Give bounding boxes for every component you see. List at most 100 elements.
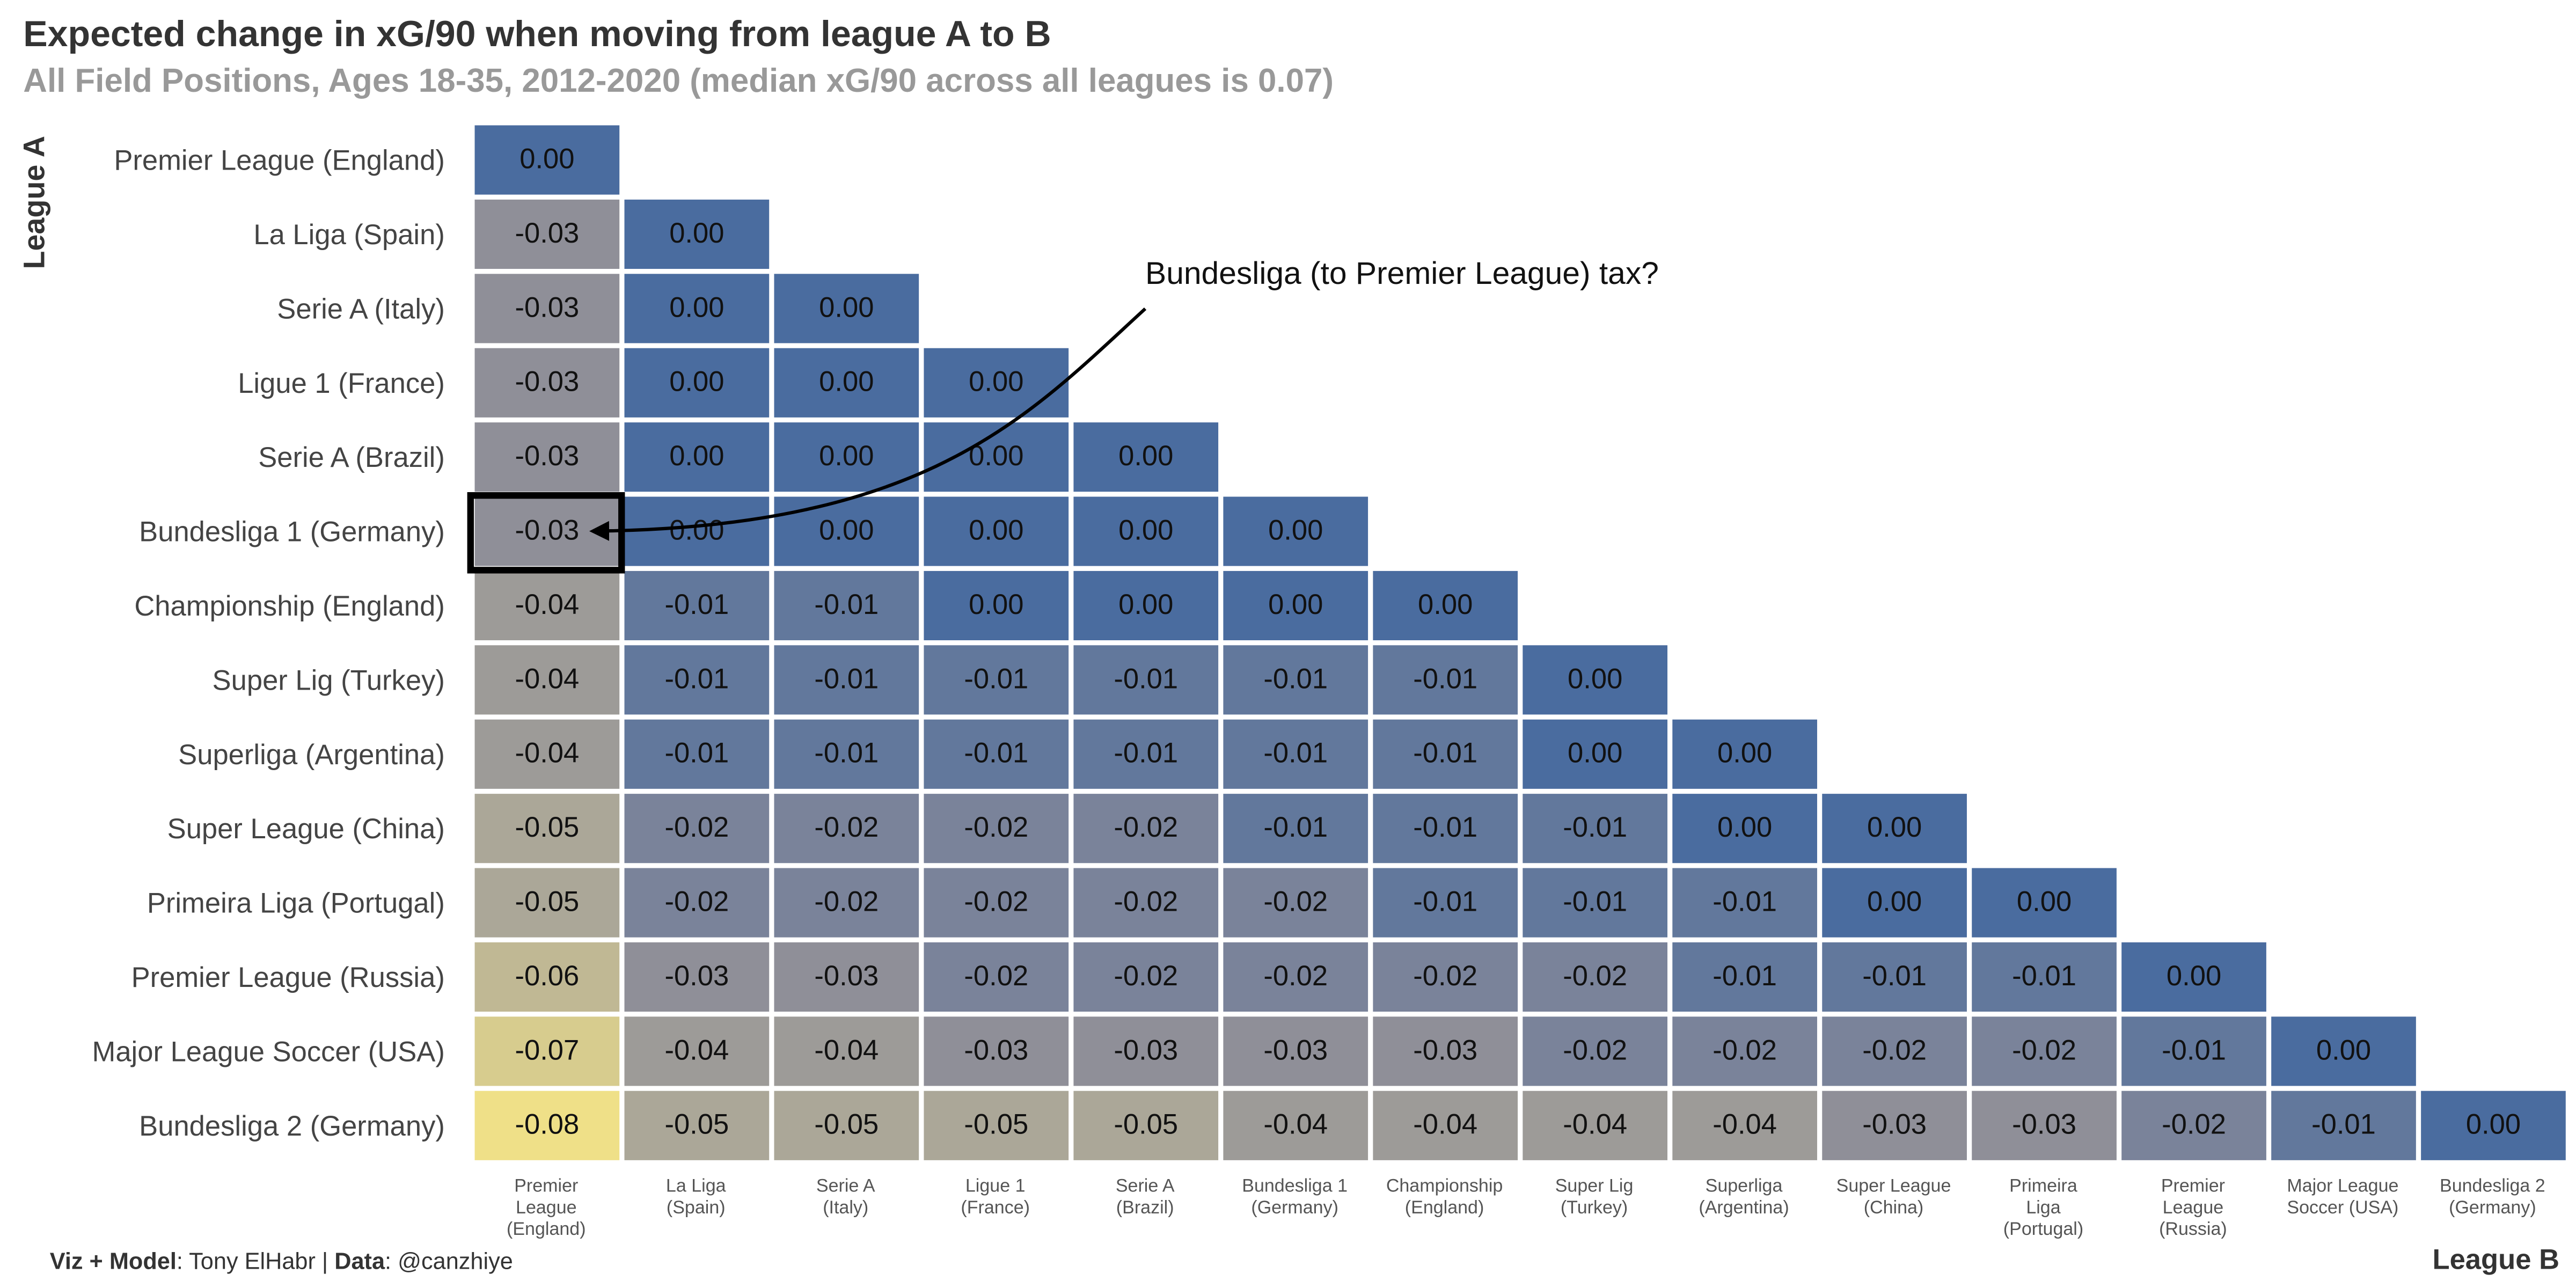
value-label: 0.00 [1717,737,1772,769]
heatmap-cell [624,719,770,789]
y-tick-label: Super League (China) [167,813,445,845]
value-label: -0.03 [515,366,579,398]
heatmap-cell [1822,794,1967,863]
heatmap-cell [924,496,1069,566]
value-label: -0.03 [814,960,879,992]
value-label: 0.00 [1568,737,1622,769]
heatmap-cell [1972,942,2117,1012]
y-tick-label: Primeira Liga (Portugal) [147,888,445,919]
value-label: 0.00 [1118,589,1173,620]
heatmap-cell [1523,645,1668,715]
heatmap-cell [1073,868,1219,938]
heatmap-cell [474,274,620,343]
heatmap-cell [1223,794,1368,863]
heatmap-cell [1223,496,1368,566]
x-tick-label-box: Primeira Liga (Portugal) [2003,1177,2083,1240]
x-tick-label: Championship (England) [1386,1176,1503,1219]
value-label: 0.00 [969,366,1023,398]
y-tick-label: La Liga (Spain) [253,219,444,251]
heatmap-cell [774,719,919,789]
value-label: -0.02 [664,886,729,918]
heatmap-cell [1373,794,1518,863]
value-label: -0.01 [814,663,879,694]
heatmap-cell [1073,496,1219,566]
heatmap-cell [1523,1016,1668,1086]
heatmap-cell [624,1016,770,1086]
value-label: -0.02 [1114,811,1178,843]
value-label: -0.03 [515,217,579,249]
heatmap-cell [774,496,919,566]
heatmap-cell [2121,942,2266,1012]
x-tick-label-box: La Liga (Spain) [666,1177,726,1218]
value-label: 0.00 [1867,886,1922,918]
value-label: -0.03 [1263,1034,1328,1066]
value-label: 0.00 [669,440,724,472]
x-tick-label-box: Super League (China) [1836,1177,1951,1218]
heatmap-cell [2271,1016,2416,1086]
value-label: 0.00 [2466,1109,2521,1140]
annotation: Bundesliga (to Premier League) tax? [1145,256,1659,291]
x-tick-label-box: Premier League (Russia) [2159,1177,2227,1240]
value-label: -0.02 [964,960,1028,992]
heatmap-cell [474,1016,620,1086]
heatmap-cell [1373,942,1518,1012]
heatmap-cell [1373,645,1518,715]
value-label: 0.00 [669,217,724,249]
value-label: 0.00 [2316,1034,2371,1066]
value-label: -0.04 [664,1034,729,1066]
heatmap-cell [1672,1091,1817,1160]
value-label: -0.01 [664,589,729,620]
value-label: 0.00 [669,291,724,323]
value-label: -0.03 [2012,1109,2076,1140]
heatmap-cell [624,942,770,1012]
heatmap-cell [774,868,919,938]
y-tick-label: Premier League (Russia) [131,962,445,993]
value-label: -0.08 [515,1109,579,1140]
heatmap-cell [474,125,620,195]
value-label: -0.02 [1563,960,1627,992]
value-label: 0.00 [669,515,724,546]
value-label: -0.01 [2311,1109,2376,1140]
value-label: -0.01 [1413,886,1477,918]
value-label: 0.00 [1268,589,1323,620]
value-label: -0.05 [1114,1109,1178,1140]
heatmap-cell [624,496,770,566]
heatmap-cell [474,570,620,641]
value-label: 0.00 [1118,440,1173,472]
heatmap-cell [2121,1091,2266,1160]
value-label: -0.02 [964,886,1028,918]
heatmap-cell [1373,719,1518,789]
caption-part: : Tony ElHabr | [177,1249,334,1275]
value-label: -0.02 [1563,1034,1627,1066]
heatmap-cell [1672,1016,1817,1086]
heatmap-cell [924,794,1069,863]
value-label: -0.03 [515,440,579,472]
heatmap-cell [2121,1016,2266,1086]
chart-subtitle: All Field Positions, Ages 18-35, 2012-20… [23,62,1334,99]
heatmap-cell [1073,422,1219,492]
heatmap-cell [624,794,770,863]
value-label: 0.00 [1867,811,1922,843]
y-tick-label: Bundesliga 1 (Germany) [139,516,445,548]
x-tick-label-box: Championship (England) [1386,1176,1503,1219]
heatmap-cell [624,868,770,938]
heatmap-cell [924,942,1069,1012]
value-label: -0.03 [1862,1109,1927,1140]
value-label: -0.03 [964,1034,1028,1066]
x-tick-label-box: Superliga (Argentina) [1699,1177,1789,1218]
heatmap-cell [474,199,620,269]
heatmap-cell [624,274,770,343]
caption: Viz + Model: Tony ElHabr | Data: @canzhi… [50,1249,513,1275]
heatmap: Premier League (England) 0.00 La Liga (Spa… [92,125,2566,1160]
value-label: -0.05 [964,1109,1028,1140]
value-label: -0.03 [515,291,579,323]
heatmap-cell [1822,868,1967,938]
value-label: -0.01 [664,737,729,769]
value-label: -0.01 [1862,960,1927,992]
value-label: -0.01 [1263,811,1328,843]
x-tick-label: Premier League (England) [507,1176,586,1240]
x-tick-label-box: Major League Soccer (USA) [2287,1177,2398,1218]
heatmap-cell [474,868,620,938]
heatmap-cell [2271,1091,2416,1160]
annotation-arrow [589,307,1147,541]
